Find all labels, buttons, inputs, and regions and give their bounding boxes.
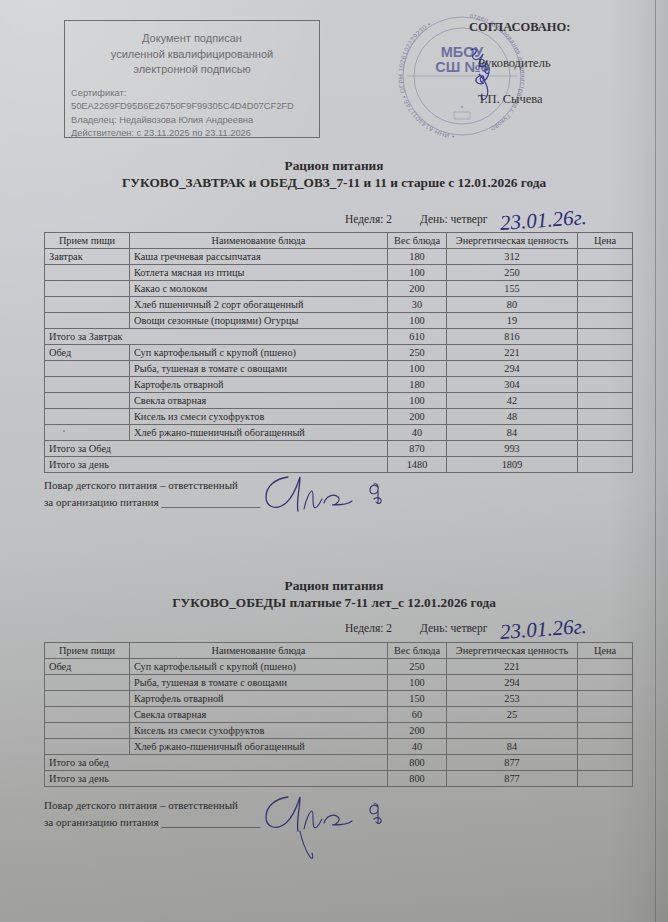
svg-text:• ИНН 6144011746 • ОГРН 102610: • ИНН 6144011746 • ОГРН 1026102229230 • bbox=[397, 20, 455, 140]
